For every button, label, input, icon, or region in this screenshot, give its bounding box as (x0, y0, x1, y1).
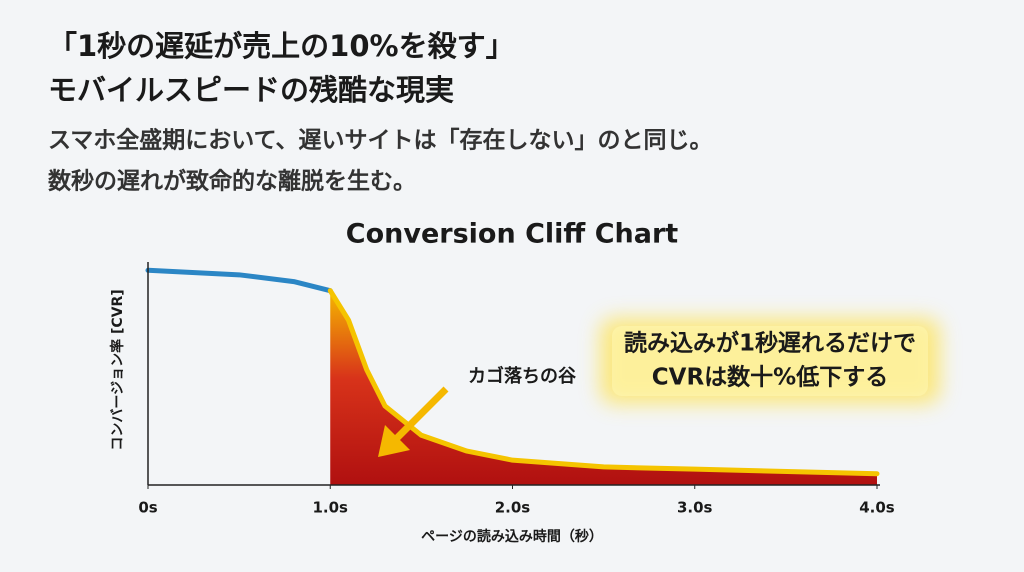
arrow (378, 386, 449, 457)
x-tick-label: 3.0s (677, 499, 713, 517)
y-axis-label: コンバージョン率 [CVR] (109, 289, 126, 450)
callout: 読み込みが1秒遅れるだけで CVRは数十%低下する (600, 318, 940, 404)
x-axis-label: ページの読み込み時間（秒） (421, 528, 603, 545)
subtitle: スマホ全盛期において、遅いサイトは「存在しない」のと同じ。 (48, 127, 712, 154)
callout-text: 読み込みが1秒遅れるだけで (624, 330, 916, 357)
x-tick-label: 4.0s (859, 499, 895, 517)
subtitle: 数秒の遅れが致命的な離脱を生む。 (48, 168, 416, 195)
chart-title: Conversion Cliff Chart (346, 219, 678, 250)
x-tick-label: 1.0s (312, 499, 348, 517)
title: 「1秒の遅延が売上の10%を殺す」 (48, 29, 515, 63)
arrow-head (378, 425, 410, 457)
callout-text: CVRは数十%低下する (652, 364, 888, 391)
line (145, 267, 333, 294)
x-tick-label: 0s (138, 499, 157, 517)
x-tick-label: 2.0s (495, 499, 531, 517)
callout-box (612, 326, 928, 396)
plot (145, 267, 880, 485)
title: モバイルスピードの残酷な現実 (48, 73, 454, 107)
area (330, 290, 877, 485)
line (327, 288, 880, 477)
annotation: カゴ落ちの谷 (468, 365, 576, 387)
arrow-shaft (392, 386, 449, 443)
